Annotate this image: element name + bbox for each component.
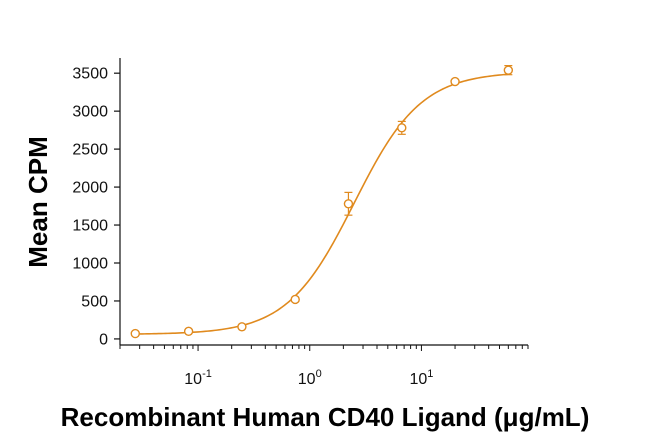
x-tick-label: 100 <box>298 368 322 388</box>
x-tick-base: 10 <box>409 371 427 388</box>
x-tick-base: 10 <box>184 371 202 388</box>
y-tick-label: 3000 <box>72 104 108 121</box>
y-axis-title: Mean CPM <box>23 136 53 267</box>
x-tick-base: 10 <box>298 371 316 388</box>
y-tick-label: 2000 <box>72 180 108 197</box>
y-tick-label: 0 <box>99 331 108 348</box>
data-point <box>343 199 354 209</box>
y-ticks: 0 500 1000 1500 2000 2500 3000 3500 <box>72 66 120 348</box>
x-tick-exponent: 1 <box>427 368 433 380</box>
data-point <box>397 123 407 133</box>
x-tick-exponent: -1 <box>202 368 212 380</box>
data-point <box>130 328 140 339</box>
x-tick-exponent: 0 <box>316 368 322 380</box>
x-tick-label: 101 <box>409 368 433 388</box>
data-points <box>130 65 514 339</box>
data-point <box>183 326 194 337</box>
data-point <box>450 76 460 87</box>
error-bars <box>344 64 513 216</box>
data-point <box>237 322 247 332</box>
data-point <box>290 294 300 305</box>
y-tick-label: 1000 <box>72 256 108 273</box>
x-tick-label: 10-1 <box>184 368 212 388</box>
axes <box>119 58 528 346</box>
y-tick-label: 3500 <box>72 66 108 83</box>
data-point <box>503 65 514 75</box>
y-tick-label: 2500 <box>72 142 108 159</box>
y-tick-label: 1500 <box>72 218 108 235</box>
fit-curve <box>135 73 509 335</box>
y-tick-label: 500 <box>81 293 108 310</box>
x-ticks: 10-1 100 101 <box>119 345 529 388</box>
x-axis-title: Recombinant Human CD40 Ligand (μg/mL) <box>61 402 590 432</box>
